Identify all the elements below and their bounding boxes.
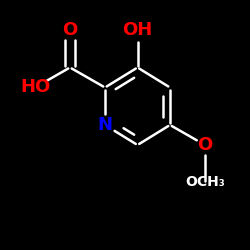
Text: N: N xyxy=(98,116,112,134)
Text: HO: HO xyxy=(20,78,50,96)
Text: O: O xyxy=(198,136,212,154)
Text: O: O xyxy=(62,21,78,39)
Text: OH: OH xyxy=(122,21,152,39)
Text: OCH₃: OCH₃ xyxy=(185,176,225,190)
